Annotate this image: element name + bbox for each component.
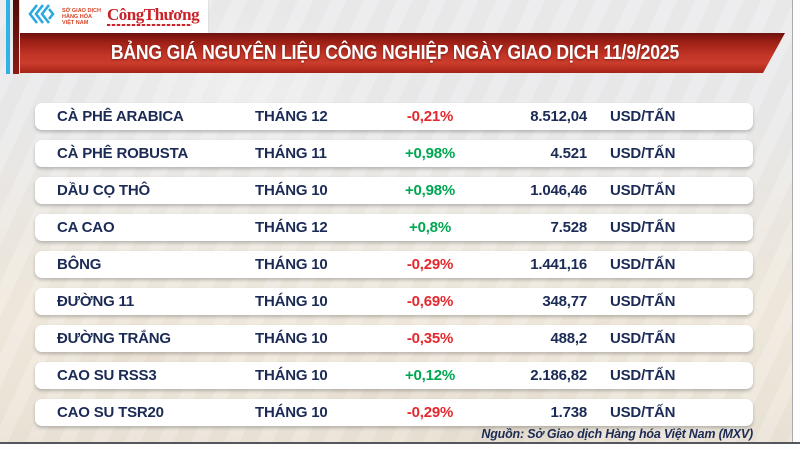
price-value: 488,2 <box>550 330 587 347</box>
contract-month: THÁNG 10 <box>255 182 328 199</box>
contract-month: THÁNG 10 <box>255 367 328 384</box>
title-banner: BẢNG GIÁ NGUYÊN LIỆU CÔNG NGHIỆP NGÀY GI… <box>20 33 785 73</box>
percent-change: -0,29% <box>406 404 454 421</box>
commodity-name: CÀ PHÊ ROBUSTA <box>57 145 189 162</box>
source-note: Nguồn: Sở Giao dịch Hàng hóa Việt Nam (M… <box>481 427 753 441</box>
left-accent-bar-maroon <box>13 0 19 74</box>
table-row: BÔNG THÁNG 10 -0,29% 1.441,16 USD/TẤN <box>35 251 753 278</box>
percent-change: -0,69% <box>406 293 454 310</box>
percent-change: +0,98% <box>404 182 456 199</box>
commodity-name: CA CAO <box>57 219 115 236</box>
table-row: DẦU CỌ THÔ THÁNG 10 +0,98% 1.046,46 USD/… <box>35 177 753 204</box>
percent-change: +0,12% <box>404 367 456 384</box>
percent-change: +0,98% <box>404 145 456 162</box>
mxv-logo-text: SỞ GIAO DỊCH HÀNG HÓA VIỆT NAM <box>62 7 101 26</box>
header-logo-box: SỞ GIAO DỊCH HÀNG HÓA VIỆT NAM CôngThươn… <box>20 0 208 33</box>
price-unit: USD/TẤN <box>610 219 676 236</box>
commodity-name: ĐƯỜNG 11 <box>57 293 134 310</box>
contract-month: THÁNG 11 <box>255 145 327 162</box>
price-unit: USD/TẤN <box>610 145 676 162</box>
contract-month: THÁNG 10 <box>255 404 328 421</box>
price-unit: USD/TẤN <box>610 182 676 199</box>
bottom-edge-strip <box>0 442 800 450</box>
congthuong-tagline <box>107 24 192 26</box>
commodity-name: ĐƯỜNG TRẮNG <box>57 330 171 347</box>
price-value: 348,77 <box>542 293 587 310</box>
table-row: CÀ PHÊ ROBUSTA THÁNG 11 +0,98% 4.521 USD… <box>35 140 753 167</box>
percent-change: -0,29% <box>406 256 454 273</box>
price-unit: USD/TẤN <box>610 404 676 421</box>
page-title: BẢNG GIÁ NGUYÊN LIỆU CÔNG NGHIỆP NGÀY GI… <box>110 41 679 64</box>
commodity-name: BÔNG <box>57 256 102 273</box>
price-unit: USD/TẤN <box>610 367 676 384</box>
table-row: ĐƯỜNG 11 THÁNG 10 -0,69% 348,77 USD/TẤN <box>35 288 753 315</box>
table-row: CÀ PHÊ ARABICA THÁNG 12 -0,21% 8.512,04 … <box>35 103 753 130</box>
price-unit: USD/TẤN <box>610 108 676 125</box>
price-unit: USD/TẤN <box>610 293 676 310</box>
commodity-name: CAO SU RSS3 <box>57 367 157 384</box>
contract-month: THÁNG 12 <box>255 219 328 236</box>
price-unit: USD/TẤN <box>610 330 676 347</box>
price-value: 1.441,16 <box>530 256 587 273</box>
price-unit: USD/TẤN <box>610 256 676 273</box>
contract-month: THÁNG 12 <box>255 108 328 125</box>
contract-month: THÁNG 10 <box>255 256 328 273</box>
price-value: 8.512,04 <box>530 108 587 125</box>
commodity-name: CÀ PHÊ ARABICA <box>57 108 184 125</box>
contract-month: THÁNG 10 <box>255 293 328 310</box>
price-value: 2.186,82 <box>530 367 587 384</box>
mxv-chevron-icon <box>27 2 57 31</box>
table-row: CAO SU TSR20 THÁNG 10 -0,29% 1.738 USD/T… <box>35 399 753 426</box>
congthuong-logo: CôngThương <box>107 5 200 26</box>
commodity-name: CAO SU TSR20 <box>57 404 164 421</box>
percent-change: -0,21% <box>406 108 454 125</box>
price-table: CÀ PHÊ ARABICA THÁNG 12 -0,21% 8.512,04 … <box>35 103 753 436</box>
price-value: 7.528 <box>550 219 587 236</box>
price-value: 4.521 <box>550 145 587 162</box>
table-row: CAO SU RSS3 THÁNG 10 +0,12% 2.186,82 USD… <box>35 362 753 389</box>
right-edge-strip <box>792 0 800 450</box>
percent-change: +0,8% <box>409 219 451 236</box>
price-value: 1.046,46 <box>530 182 587 199</box>
percent-change: -0,35% <box>406 330 454 347</box>
contract-month: THÁNG 10 <box>255 330 328 347</box>
left-accent-bar-cyan <box>6 0 10 74</box>
price-value: 1.738 <box>550 404 587 421</box>
commodity-name: DẦU CỌ THÔ <box>57 182 150 199</box>
table-row: CA CAO THÁNG 12 +0,8% 7.528 USD/TẤN <box>35 214 753 241</box>
table-row: ĐƯỜNG TRẮNG THÁNG 10 -0,35% 488,2 USD/TẤ… <box>35 325 753 352</box>
